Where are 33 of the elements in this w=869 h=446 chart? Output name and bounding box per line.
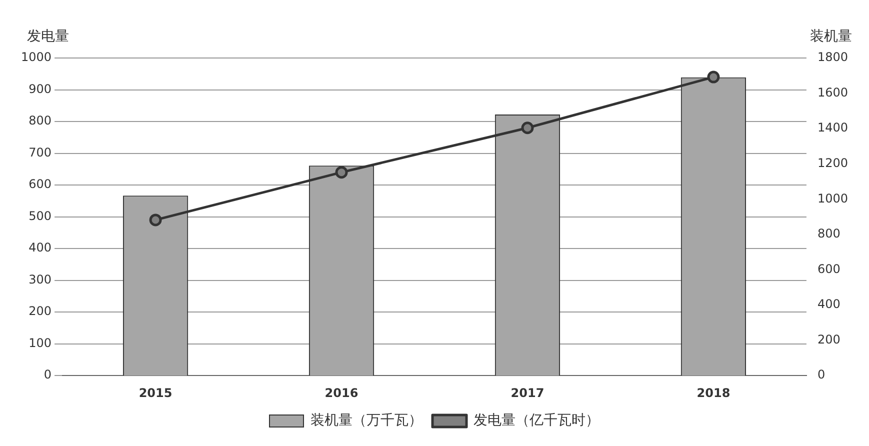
y-axis-title: 发电量 <box>27 28 69 45</box>
y-tick-label: 1000 <box>20 50 52 64</box>
y-tick-label: 800 <box>28 114 52 128</box>
y2-tick-label: 400 <box>817 297 840 312</box>
point <box>149 214 162 226</box>
y2-tick-label: 800 <box>817 226 840 241</box>
x-tick-label: 2015 <box>138 386 172 400</box>
point <box>707 70 720 84</box>
y-tick-label: 400 <box>28 240 52 255</box>
y-tick-label: 200 <box>28 304 52 318</box>
y-tick-label: 700 <box>28 145 52 160</box>
x-tick-label: 2018 <box>696 386 730 400</box>
legend-label: 发电量（亿千瓦时） <box>474 412 600 429</box>
legend-label: 装机量（万千瓦） <box>310 412 422 429</box>
y-tick-label: 900 <box>28 82 52 96</box>
y2-tick-label: 1800 <box>817 50 848 64</box>
y-tick-label: 0 <box>44 368 52 382</box>
y-tick-label: 100 <box>28 336 52 350</box>
x-tick-label: 2016 <box>324 386 358 400</box>
y2-tick-label: 0 <box>817 368 826 382</box>
x-tick-label: 2017 <box>510 386 544 400</box>
y-tick-label: 600 <box>28 177 52 192</box>
y2-tick-label: 1400 <box>817 120 848 135</box>
y2-tick-label: 600 <box>817 262 840 276</box>
y-tick-label: 500 <box>28 208 52 223</box>
y2-tick-label: 1600 <box>817 85 848 100</box>
y2-tick-label: 1000 <box>817 191 848 206</box>
y2-tick-label: 200 <box>817 332 840 346</box>
y2-axis-title: 装机量 <box>810 28 852 45</box>
point <box>335 166 348 179</box>
point <box>521 122 534 134</box>
y-tick-label: 300 <box>28 272 52 286</box>
y2-tick-label: 1200 <box>817 156 848 170</box>
